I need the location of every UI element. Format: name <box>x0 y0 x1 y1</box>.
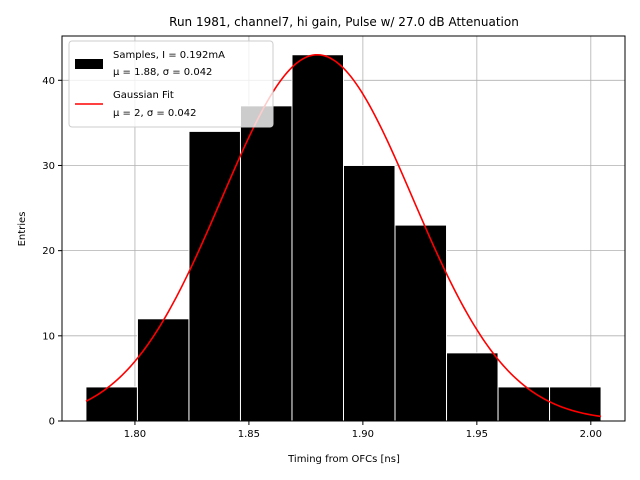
histogram-bar <box>497 386 551 422</box>
histogram-bar <box>446 352 499 422</box>
axes-frame <box>61 35 626 422</box>
legend-fit-label: Gaussian Fit <box>113 90 174 101</box>
y-tick-label: 0 <box>49 417 55 428</box>
x-tick-label: 2.00 <box>580 429 602 440</box>
histogram-bar <box>239 105 293 422</box>
x-tick-label: 1.95 <box>466 429 488 440</box>
x-tick-label: 1.80 <box>124 429 146 440</box>
histogram-bar <box>188 130 241 422</box>
y-tick-label: 10 <box>42 331 55 342</box>
y-tick-label: 30 <box>42 161 55 172</box>
legend: Samples, I = 0.192mA μ = 1.88, σ = 0.042… <box>68 40 274 128</box>
y-axis-label: Entries <box>17 212 28 247</box>
x-tick-label: 1.85 <box>238 429 260 440</box>
histogram-bar <box>85 386 138 422</box>
gaussian-fit-series <box>85 53 602 418</box>
histogram-bar <box>394 224 448 422</box>
legend-samples-swatch <box>75 59 103 69</box>
gaussian-fit-line <box>85 53 602 418</box>
y-tick-label: 20 <box>42 246 55 257</box>
legend-samples-stats: μ = 1.88, σ = 0.042 <box>113 67 212 78</box>
histogram-bar <box>136 318 190 422</box>
x-axis-label: Timing from OFCs [ns] <box>287 454 400 465</box>
axes: 1.80 1.85 1.90 1.95 2.00 0 10 20 30 40 <box>42 35 626 440</box>
y-tick-label: 40 <box>42 76 55 87</box>
legend-frame <box>68 40 274 128</box>
chart-title: Run 1981, channel7, hi gain, Pulse w/ 27… <box>169 15 519 29</box>
histogram-bar <box>343 164 396 422</box>
histogram-bar <box>291 54 344 422</box>
legend-samples-label: Samples, I = 0.192mA <box>113 50 225 61</box>
x-tick-label: 1.90 <box>352 429 374 440</box>
legend-fit-stats: μ = 2, σ = 0.042 <box>113 108 197 119</box>
histogram-bars <box>85 54 602 422</box>
